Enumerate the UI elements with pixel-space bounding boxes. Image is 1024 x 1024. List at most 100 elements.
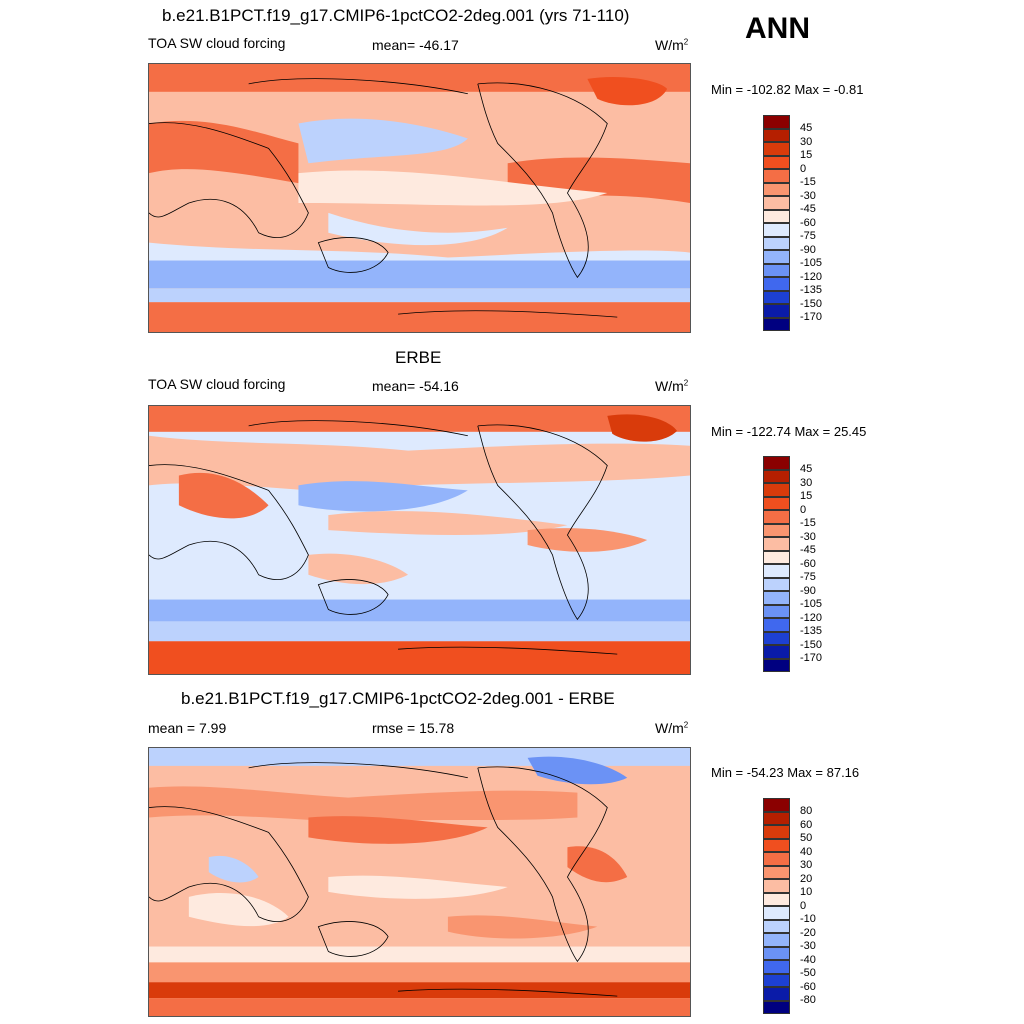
colorbar-swatch — [763, 933, 790, 947]
colorbar-swatch — [763, 317, 790, 331]
colorbar-tick: -15 — [800, 517, 816, 529]
colorbar-tick: -60 — [800, 216, 816, 229]
panel2-title: ERBE — [395, 348, 442, 367]
colorbar-swatch — [763, 658, 790, 672]
colorbar-swatch — [763, 155, 790, 169]
colorbar-swatch — [763, 865, 790, 879]
colorbar-tick: 0 — [800, 162, 807, 175]
colorbar-tick: 15 — [800, 149, 813, 161]
colorbar-tick: -30 — [800, 940, 816, 952]
colorbar-swatch — [763, 456, 790, 470]
colorbar-swatch — [763, 618, 790, 632]
colorbar-swatch — [763, 196, 790, 210]
colorbar-tick: 10 — [800, 886, 813, 898]
colorbar-tick: -150 — [800, 297, 823, 310]
colorbar-swatch — [763, 645, 790, 659]
colorbar-swatch — [763, 564, 790, 578]
colorbar-tick: -40 — [800, 953, 816, 966]
colorbar-swatch — [763, 879, 790, 893]
panel2-colorbar-ticks: 45 30 15 0 -15 -30 -45 -60 -75 -90 -105 … — [800, 463, 822, 666]
colorbar-swatch — [763, 510, 790, 524]
colorbar-tick: 30 — [800, 476, 813, 489]
colorbar-swatch — [763, 591, 790, 605]
panel1-minmax: Min = -102.82 Max = -0.81 — [711, 82, 864, 97]
colorbar-tick: -105 — [800, 257, 823, 269]
colorbar-swatch — [763, 128, 790, 142]
panel3-colorbar — [763, 798, 790, 1014]
colorbar-swatch — [763, 290, 790, 304]
colorbar-swatch — [763, 631, 790, 645]
colorbar-tick: -135 — [800, 284, 823, 296]
colorbar-swatch — [763, 263, 790, 277]
colorbar-tick: -45 — [800, 544, 816, 556]
colorbar-swatch — [763, 550, 790, 564]
colorbar-swatch — [763, 906, 790, 920]
colorbar-swatch — [763, 277, 790, 291]
colorbar-swatch — [763, 852, 790, 866]
colorbar-tick: 20 — [800, 872, 813, 885]
panel2-units: W/m2 — [655, 378, 689, 394]
colorbar-tick: -105 — [800, 598, 823, 610]
panel3-mean: mean = 7.99 — [148, 720, 227, 736]
colorbar-tick: 0 — [800, 503, 807, 516]
colorbar-tick: -170 — [800, 311, 823, 323]
panel2-mean: mean= -54.16 — [372, 378, 459, 394]
colorbar-swatch — [763, 798, 790, 812]
colorbar-swatch — [763, 304, 790, 318]
panel3-rmse: rmse = 15.78 — [372, 720, 455, 736]
colorbar-swatch — [763, 604, 790, 618]
colorbar-tick: 45 — [800, 122, 813, 134]
colorbar-swatch — [763, 250, 790, 264]
colorbar-swatch — [763, 223, 790, 237]
panel1-title: b.e21.B1PCT.f19_g17.CMIP6-1pctCO2-2deg.0… — [162, 6, 630, 25]
colorbar-tick: 80 — [800, 805, 813, 817]
colorbar-tick: -90 — [800, 584, 816, 597]
panel2-colorbar — [763, 456, 790, 672]
panel1-units: W/m2 — [655, 37, 689, 53]
colorbar-swatch — [763, 1000, 790, 1014]
colorbar-swatch — [763, 115, 790, 129]
colorbar-tick: -45 — [800, 203, 816, 215]
panel3-map — [148, 747, 691, 1017]
panel3-units: W/m2 — [655, 720, 689, 736]
colorbar-tick: -150 — [800, 638, 823, 651]
colorbar-swatch — [763, 483, 790, 497]
colorbar-tick: 60 — [800, 818, 813, 831]
colorbar-tick: 30 — [800, 859, 813, 871]
panel1-colorbar — [763, 115, 790, 331]
panel1-map — [148, 63, 691, 333]
colorbar-swatch — [763, 577, 790, 591]
colorbar-swatch — [763, 919, 790, 933]
colorbar-swatch — [763, 960, 790, 974]
colorbar-swatch — [763, 537, 790, 551]
panel3-minmax: Min = -54.23 Max = 87.16 — [711, 765, 860, 780]
panel2-map — [148, 405, 691, 675]
panel2-minmax: Min = -122.74 Max = 25.45 — [711, 424, 867, 439]
colorbar-tick: -80 — [800, 994, 816, 1006]
colorbar-tick: -75 — [800, 571, 816, 583]
colorbar-tick: -10 — [800, 913, 816, 925]
colorbar-tick: -30 — [800, 530, 816, 543]
colorbar-swatch — [763, 182, 790, 196]
panel1-variable-label: TOA SW cloud forcing — [148, 35, 286, 51]
colorbar-tick: -135 — [800, 625, 823, 637]
colorbar-swatch — [763, 838, 790, 852]
colorbar-tick: -90 — [800, 243, 816, 256]
panel2-variable-label: TOA SW cloud forcing — [148, 376, 286, 392]
colorbar-tick: 40 — [800, 845, 813, 858]
colorbar-tick: -75 — [800, 230, 816, 242]
colorbar-swatch — [763, 825, 790, 839]
colorbar-tick: -15 — [800, 176, 816, 188]
colorbar-tick: 15 — [800, 490, 813, 502]
panel1-mean: mean= -46.17 — [372, 37, 459, 53]
colorbar-tick: 30 — [800, 135, 813, 148]
colorbar-swatch — [763, 811, 790, 825]
colorbar-swatch — [763, 946, 790, 960]
panel1-colorbar-ticks: 45 30 15 0 -15 -30 -45 -60 -75 -90 -105 … — [800, 122, 822, 325]
colorbar-swatch — [763, 523, 790, 537]
colorbar-swatch — [763, 892, 790, 906]
colorbar-tick: -20 — [800, 926, 816, 939]
colorbar-tick: 45 — [800, 463, 813, 475]
colorbar-swatch — [763, 496, 790, 510]
colorbar-tick: -120 — [800, 270, 823, 283]
